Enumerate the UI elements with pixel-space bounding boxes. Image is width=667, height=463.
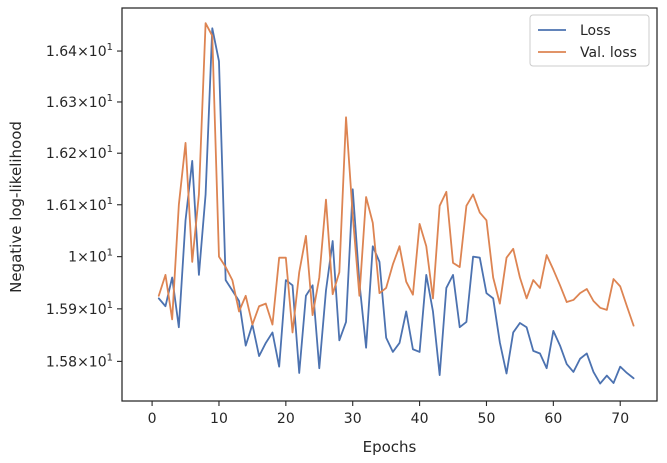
x-tick-label: 50 <box>478 411 496 427</box>
series-layer <box>157 22 635 385</box>
x-axis-ticks: 0 10 20 30 40 50 60 70 <box>148 401 629 427</box>
y-tick-label: 1.63×101 <box>46 93 113 111</box>
x-tick-label: 0 <box>148 411 157 427</box>
x-tick-label: 70 <box>611 411 629 427</box>
x-tick-label: 20 <box>277 411 295 427</box>
y-tick-label: 1.64×101 <box>46 42 113 60</box>
y-axis-ticks: 1.58×101 1.59×101 1×101 1.61×101 1.62×101 1.6… <box>46 42 122 370</box>
y-tick-label: 1.58×101 <box>46 352 113 370</box>
y-axis-label: Negative log-likelihood <box>7 121 25 293</box>
y-tick-label: 1×101 <box>68 248 113 266</box>
x-axis-label: Epochs <box>363 438 417 456</box>
legend-label-val-loss: Val. loss <box>580 45 637 61</box>
legend-label-loss: Loss <box>580 23 611 39</box>
y-tick-label: 1.59×101 <box>46 300 113 318</box>
plot-area <box>122 8 657 401</box>
legend: Loss Val. loss <box>529 14 650 67</box>
x-tick-label: 60 <box>544 411 562 427</box>
x-tick-label: 40 <box>411 411 429 427</box>
y-tick-label: 1.61×101 <box>46 196 113 214</box>
x-tick-label: 30 <box>344 411 362 427</box>
legend-box <box>529 14 650 67</box>
series-line-loss <box>157 27 635 385</box>
x-tick-label: 10 <box>210 411 228 427</box>
y-tick-label: 1.62×101 <box>46 144 113 162</box>
series-line-val-loss <box>157 22 635 334</box>
